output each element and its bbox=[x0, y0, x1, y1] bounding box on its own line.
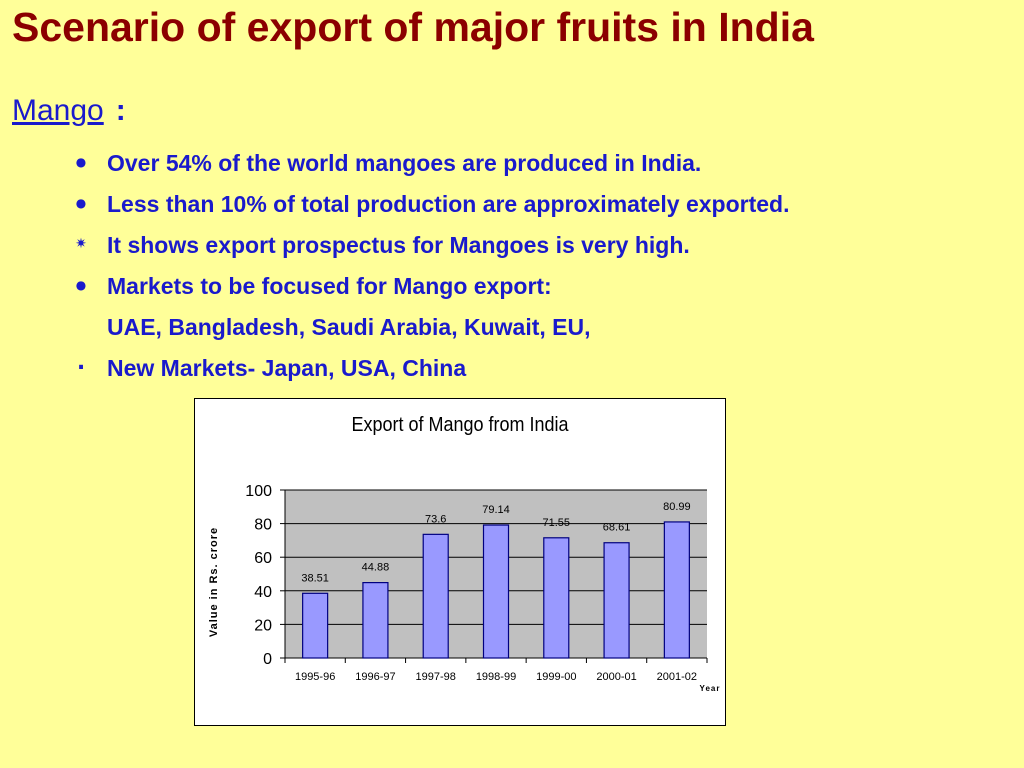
data-label: 71.55 bbox=[543, 517, 571, 529]
bar bbox=[663, 521, 690, 659]
y-axis-label: Value in Rs. crore bbox=[208, 527, 220, 637]
bullet-text: It shows export prospectus for Mangoes i… bbox=[107, 232, 690, 258]
bar bbox=[603, 542, 630, 659]
data-label: 80.99 bbox=[663, 501, 691, 513]
data-label: 44.88 bbox=[362, 562, 390, 574]
bar bbox=[422, 533, 449, 659]
x-tick-label: 2000-01 bbox=[596, 671, 636, 683]
data-label: 38.51 bbox=[301, 572, 329, 584]
y-tick-label: 80 bbox=[254, 517, 272, 534]
bullet-text: Markets to be focused for Mango export: bbox=[107, 273, 552, 299]
data-label: 68.61 bbox=[603, 522, 631, 534]
bullet-dot-icon: ● bbox=[75, 155, 87, 169]
bullet-dot-icon: ● bbox=[75, 196, 87, 210]
bullet-item-4: ● Markets to be focused for Mango export… bbox=[0, 271, 1024, 303]
bullet-item-3: ✷ It shows export prospectus for Mangoes… bbox=[0, 230, 1024, 262]
y-tick-label: 0 bbox=[263, 651, 272, 668]
bar bbox=[362, 582, 389, 659]
x-tick-label: 2001-02 bbox=[657, 671, 697, 683]
bullet-item-2: ● Less than 10% of total production are … bbox=[0, 189, 1024, 221]
bullet-period-icon: . bbox=[76, 350, 86, 375]
bullet-dot-icon: ● bbox=[75, 278, 87, 292]
bullet-star-icon: ✷ bbox=[75, 236, 87, 252]
data-label: 79.14 bbox=[482, 504, 510, 516]
x-tick-label: 1998-99 bbox=[476, 671, 516, 683]
bullet-text: Less than 10% of total production are ap… bbox=[107, 191, 790, 217]
bar bbox=[543, 537, 570, 659]
chart-svg: Export of Mango from India Value in Rs. … bbox=[208, 414, 721, 693]
slide-title: Scenario of export of major fruits in In… bbox=[12, 4, 814, 50]
y-tick-label: 40 bbox=[254, 584, 272, 601]
bullet-text: UAE, Bangladesh, Saudi Arabia, Kuwait, E… bbox=[107, 314, 591, 340]
bullet-text: Over 54% of the world mangoes are produc… bbox=[107, 150, 702, 176]
y-tick-label: 100 bbox=[245, 483, 272, 500]
x-tick-label: 1996-97 bbox=[355, 671, 395, 683]
bullet-item-5: UAE, Bangladesh, Saudi Arabia, Kuwait, E… bbox=[0, 312, 1024, 344]
y-tick-label: 60 bbox=[254, 550, 272, 567]
bullet-item-6: . New Markets- Japan, USA, China bbox=[0, 350, 1024, 385]
bar bbox=[482, 524, 510, 659]
mango-export-chart: Export of Mango from India Value in Rs. … bbox=[194, 398, 726, 726]
bullet-item-1: ● Over 54% of the world mangoes are prod… bbox=[0, 148, 1024, 180]
bar bbox=[302, 592, 329, 659]
x-axis-label: Year bbox=[700, 684, 721, 693]
chart-title: Export of Mango from India bbox=[352, 414, 569, 436]
y-tick-label: 20 bbox=[254, 617, 272, 634]
mango-link[interactable]: Mango bbox=[12, 94, 104, 127]
x-tick-label: 1999-00 bbox=[536, 671, 576, 683]
section-heading: Mango: bbox=[12, 94, 126, 128]
data-label: 73.6 bbox=[425, 513, 446, 525]
heading-colon: : bbox=[115, 94, 126, 127]
bullet-text: New Markets- Japan, USA, China bbox=[107, 355, 467, 381]
x-tick-label: 1995-96 bbox=[295, 671, 335, 683]
x-tick-label: 1997-98 bbox=[416, 671, 456, 683]
